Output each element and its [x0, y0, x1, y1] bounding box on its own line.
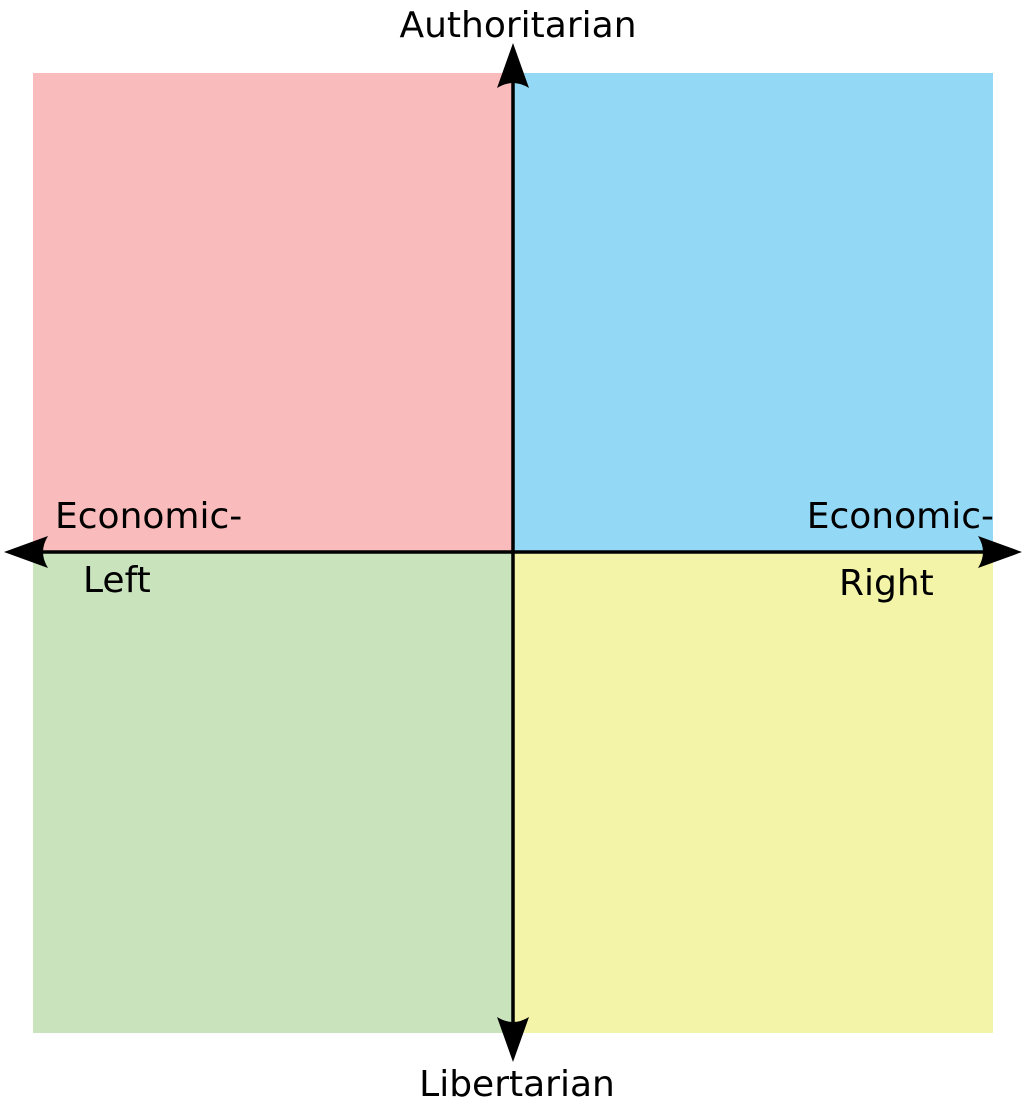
quadrant-authoritarian-right: [513, 73, 993, 552]
label-authoritarian: Authoritarian: [399, 5, 636, 46]
label-economic-right-line2: Right: [839, 563, 934, 604]
label-economic-left-line1: Economic-: [55, 496, 242, 537]
arrow-right-icon: [978, 536, 1022, 568]
label-libertarian: Libertarian: [419, 1064, 615, 1105]
arrow-up-icon: [497, 43, 529, 88]
arrow-down-icon: [497, 1017, 529, 1062]
label-economic-left-line2: Left: [83, 560, 151, 601]
quadrant-authoritarian-left: [33, 73, 513, 552]
label-economic-right-line1: Economic-: [807, 496, 994, 537]
quadrant-libertarian-left: [33, 552, 513, 1033]
quadrant-libertarian-right: [513, 552, 993, 1033]
arrow-left-icon: [4, 536, 48, 568]
